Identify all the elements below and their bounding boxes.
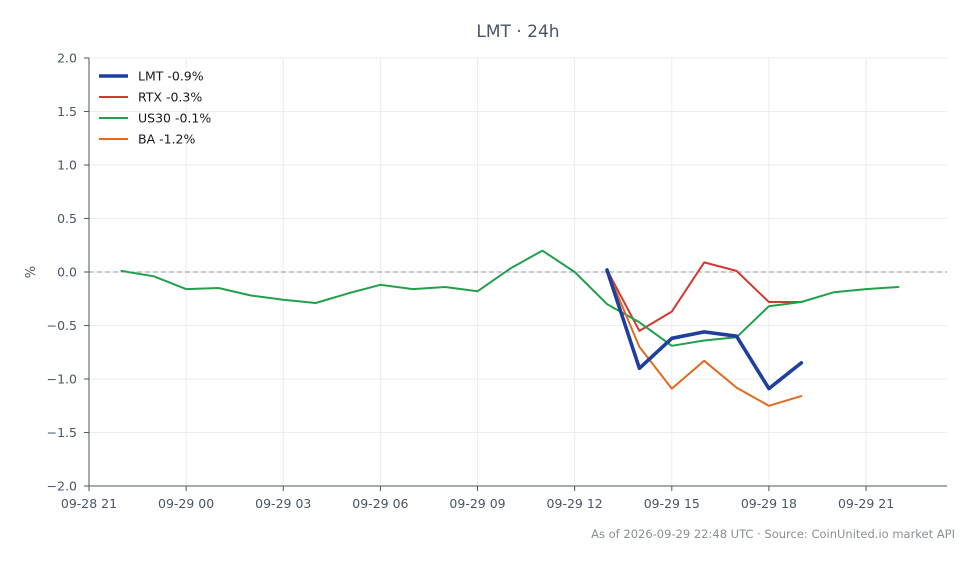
y-axis-label: % <box>24 266 39 278</box>
legend: LMT -0.9% RTX -0.3% US30 -0.1% BA -1.2% <box>99 69 211 147</box>
y-tick-label: 0.0 <box>57 265 77 280</box>
x-tick-label: 09-29 09 <box>449 496 505 511</box>
x-tick-label: 09-29 18 <box>741 496 797 511</box>
y-tick-label: −1.0 <box>47 372 77 387</box>
x-tick-label: 09-29 06 <box>352 496 408 511</box>
legend-label: US30 -0.1% <box>138 111 211 126</box>
x-tick-label: 09-29 03 <box>255 496 311 511</box>
x-tick-label: 09-29 15 <box>644 496 700 511</box>
y-tick-label: −1.5 <box>47 425 77 440</box>
x-tick-label: 09-29 12 <box>547 496 603 511</box>
series-line-0 <box>605 268 804 391</box>
y-tick-label: 0.5 <box>57 211 77 226</box>
y-axis-ticks: 2.0 1.5 1.0 0.5 0.0 −0.5 −1.0 −1.5 −2.0 <box>47 51 89 494</box>
y-tick-label: 2.0 <box>57 51 77 66</box>
x-tick-label: 09-29 21 <box>838 496 894 511</box>
series-line-3 <box>606 268 803 407</box>
series-line-1 <box>606 261 803 332</box>
series-lines <box>120 249 900 407</box>
x-tick-label: 09-28 21 <box>61 496 117 511</box>
legend-label: RTX -0.3% <box>138 90 202 105</box>
x-tick-label: 09-29 00 <box>158 496 214 511</box>
chart-title: LMT · 24h <box>476 22 559 42</box>
legend-label: LMT -0.9% <box>138 69 204 84</box>
y-tick-label: −2.0 <box>47 479 77 494</box>
y-tick-label: 1.0 <box>57 158 77 173</box>
x-axis-ticks: 09-28 21 09-29 00 09-29 03 09-29 06 09-29 09… <box>61 486 894 511</box>
legend-label: BA -1.2% <box>138 132 195 147</box>
y-tick-label: 1.5 <box>57 104 77 119</box>
series-line-2 <box>120 249 900 347</box>
y-tick-label: −0.5 <box>47 318 77 333</box>
source-footer: As of 2026-09-29 22:48 UTC · Source: Coi… <box>591 527 955 541</box>
